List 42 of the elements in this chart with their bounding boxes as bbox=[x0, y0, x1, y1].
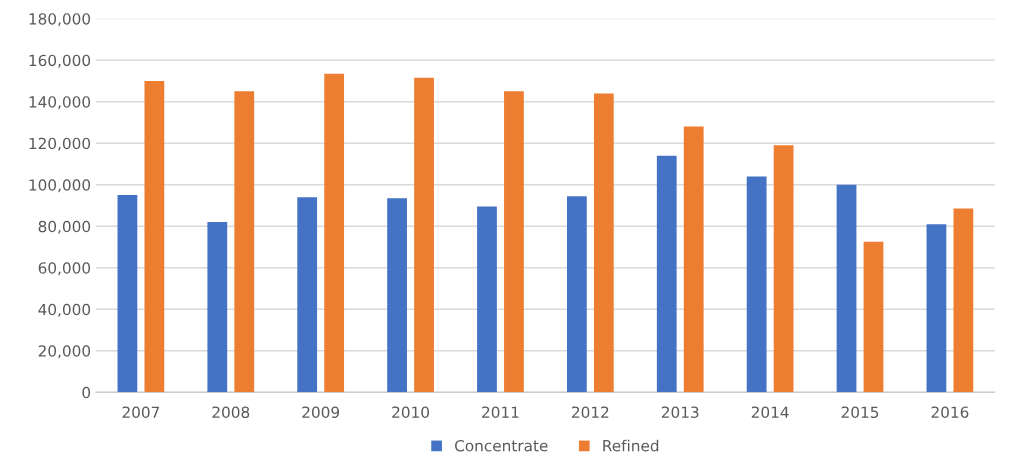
x-tick-label: 2014 bbox=[751, 406, 789, 418]
x-tick-label: 2012 bbox=[572, 406, 609, 418]
x-tick-label: 2008 bbox=[212, 406, 250, 418]
y-tick-label: 80,000 bbox=[38, 220, 91, 234]
bar bbox=[144, 80, 165, 393]
bar bbox=[863, 241, 884, 393]
bar bbox=[656, 155, 677, 393]
bar bbox=[504, 91, 524, 393]
x-tick-label: 2010 bbox=[392, 406, 429, 418]
x-tick-label: 2009 bbox=[302, 406, 340, 418]
x-tick-label: 2015 bbox=[841, 406, 879, 418]
bar bbox=[297, 197, 318, 393]
y-tick-label: 140,000 bbox=[29, 96, 91, 110]
bar bbox=[117, 195, 138, 393]
y-tick-label: 100,000 bbox=[29, 179, 91, 193]
y-tick-label: 180,000 bbox=[29, 13, 91, 27]
x-tick-label: 2013 bbox=[661, 406, 699, 418]
y-tick-label: 40,000 bbox=[38, 303, 91, 317]
legend-label: Refined bbox=[603, 439, 659, 452]
x-tick-label: 2016 bbox=[931, 406, 969, 418]
bar bbox=[387, 198, 407, 393]
y-tick-label: 0 bbox=[82, 386, 91, 399]
bar bbox=[683, 126, 704, 393]
bar bbox=[324, 73, 345, 393]
bar bbox=[953, 208, 974, 393]
bar bbox=[234, 91, 255, 393]
y-tick-label: 60,000 bbox=[38, 262, 91, 276]
bar bbox=[414, 77, 434, 393]
y-tick-label: 160,000 bbox=[29, 54, 91, 68]
legend-label: Concentrate bbox=[455, 439, 548, 452]
bar bbox=[773, 145, 794, 393]
bar bbox=[836, 184, 857, 393]
bar bbox=[593, 93, 614, 393]
x-tick-label: 2007 bbox=[122, 406, 160, 418]
y-tick-label: 20,000 bbox=[38, 345, 91, 359]
bar bbox=[477, 206, 497, 393]
bar bbox=[566, 196, 587, 393]
bar bbox=[746, 176, 767, 393]
bar bbox=[926, 224, 947, 393]
x-tick-label: 2011 bbox=[482, 406, 519, 418]
y-tick-label: 120,000 bbox=[29, 137, 91, 151]
bar bbox=[207, 222, 228, 393]
